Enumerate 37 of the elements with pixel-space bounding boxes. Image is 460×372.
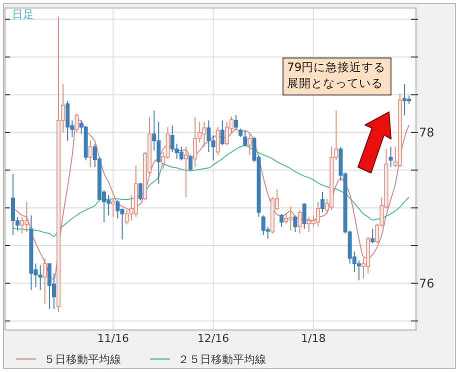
candlestick [220,120,224,146]
candlestick [188,154,193,172]
candlestick [293,214,298,232]
candlestick [388,146,393,168]
candlestick [116,200,120,219]
candlestick [66,100,70,142]
candlestick [42,258,47,304]
candlestick [111,198,116,218]
candlestick [193,116,198,168]
candlestick [316,201,320,228]
candlestick [184,146,188,198]
y-tick-label: 78 [419,126,434,140]
candlestick [248,133,252,156]
candlestick [74,113,79,133]
y-tick-label: 76 [419,276,434,290]
x-tick-label: 12/16 [197,332,230,345]
candlestick [20,216,24,234]
candlestick [88,140,92,168]
x-tick-label: 11/16 [97,332,129,345]
candlestick [179,146,184,161]
legend-label: ２５日移動平均線 [178,353,266,366]
candlestick [302,202,306,230]
candlestick [370,228,375,244]
annotation: 79円に急接近する展開となっている [287,60,386,90]
candlestick [284,212,288,224]
candlestick [298,210,302,234]
legend-label: ５日移動平均線 [44,353,121,366]
candlestick [38,264,42,291]
candlestick [280,213,284,228]
candlestick [243,130,248,148]
x-tick-label: 1/18 [301,332,326,345]
candlestick [320,192,325,213]
candlestick [216,126,220,156]
candlestick [234,114,238,131]
candlestick [356,260,361,281]
chart-title: 日足 [12,8,34,21]
candlestick [138,182,142,201]
